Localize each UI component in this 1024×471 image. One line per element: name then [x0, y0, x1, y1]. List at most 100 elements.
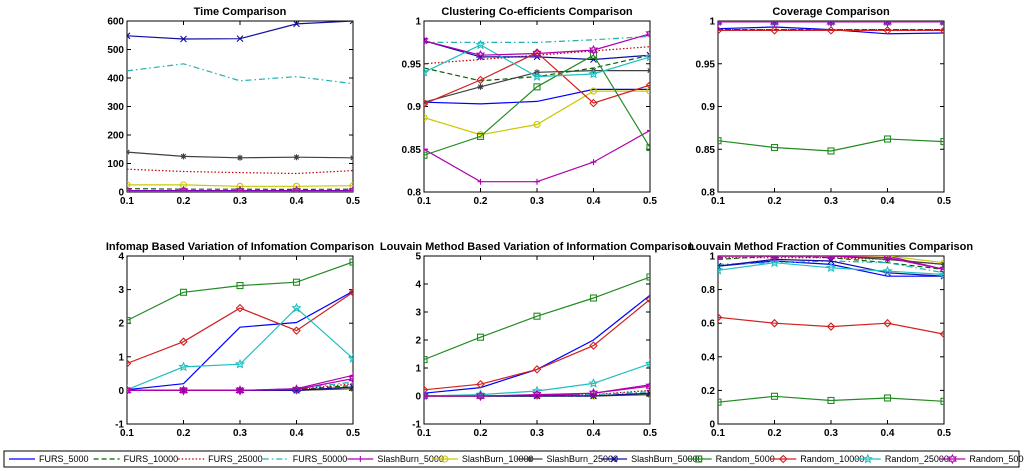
- y-tick-label: 0.85: [696, 145, 716, 156]
- data-point-Random_50000-marker: [475, 390, 486, 402]
- data-point-Random_50000-marker: [475, 50, 486, 61]
- data-point-SlashBurn_50000-marker: [590, 392, 597, 400]
- data-point-SlashBurn_5000-marker: [647, 127, 650, 134]
- legend-label: FURS_10000: [124, 454, 179, 464]
- data-point-Random_10000-marker: [476, 75, 485, 85]
- data-point-Random_50000-marker: [235, 185, 245, 192]
- panel-title: Infomap Based Variation of Infomation Co…: [106, 241, 375, 253]
- x-tick-label: 0.3: [233, 196, 247, 207]
- data-point-Random_10000-marker: [645, 80, 650, 90]
- data-point-Random_50000-marker: [645, 28, 650, 39]
- legend-marker-marker: [357, 456, 364, 462]
- data-point-Random_50000-marker: [645, 381, 650, 392]
- data-point-Random_50000-marker: [826, 256, 836, 262]
- data-point-SlashBurn_25000-marker: [350, 154, 353, 161]
- y-tick-label: 0: [118, 188, 124, 199]
- chart-panel-5: Louvain Method Based Variation of Inform…: [380, 241, 694, 439]
- y-tick-label: 0.8: [701, 188, 715, 199]
- data-point-Random_5000-marker: [827, 147, 835, 155]
- legend-marker-marker: [526, 456, 533, 462]
- series-line-Random_25000: [424, 44, 650, 78]
- x-tick-label: 0.5: [346, 428, 360, 439]
- data-point-Random_10000-marker: [589, 98, 598, 108]
- series-line-Random_50000: [424, 33, 650, 56]
- axes-box: [423, 20, 651, 193]
- data-point-Random_25000-marker: [644, 358, 650, 369]
- y-tick-label: 1: [709, 252, 715, 263]
- data-point-Random_10000-marker: [532, 365, 542, 374]
- data-point-Random_5000-marker: [292, 278, 301, 286]
- data-point-SlashBurn_25000-marker: [477, 83, 484, 90]
- legend-label: FURS_50000: [293, 454, 348, 464]
- x-tick-label: 0.4: [587, 196, 601, 207]
- axes-box: [717, 20, 945, 193]
- data-point-Random_10000-marker: [826, 26, 836, 35]
- data-point-Random_50000-marker: [588, 388, 599, 399]
- data-point-Random_5000-marker: [533, 312, 541, 320]
- data-point-Random_5000-marker: [940, 397, 944, 405]
- data-point-Random_50000-marker: [235, 385, 245, 396]
- x-tick-label: 0.5: [643, 196, 657, 207]
- data-point-Random_50000-marker: [532, 48, 542, 59]
- y-tick-label: 400: [107, 74, 124, 85]
- legend-item: Random_50000: [939, 453, 1024, 465]
- data-point-Random_50000-marker: [291, 185, 302, 192]
- data-point-Random_25000-marker: [718, 264, 724, 275]
- data-point-Random_5000-marker: [646, 273, 650, 281]
- panel-title: Coverage Comparison: [772, 6, 890, 18]
- series-line-FURS_25000: [127, 168, 353, 175]
- series-line-Random_25000: [718, 262, 944, 276]
- panel-title: Time Comparison: [194, 6, 287, 18]
- x-tick-label: 0.1: [120, 196, 134, 207]
- y-tick-label: 0.2: [701, 386, 715, 397]
- data-point-SlashBurn_10000-marker: [646, 87, 650, 95]
- data-point-Random_25000-marker: [291, 302, 302, 313]
- x-tick-label: 0.2: [177, 428, 191, 439]
- data-point-Random_25000-marker: [178, 361, 189, 372]
- x-tick-label: 0.1: [120, 428, 134, 439]
- y-tick-label: 3: [415, 308, 421, 319]
- data-point-Random_25000-marker: [644, 51, 650, 62]
- data-point-Random_25000-marker: [825, 262, 837, 273]
- plot-area: [127, 21, 353, 192]
- data-point-Random_50000-marker: [588, 44, 599, 56]
- y-tick-label: 2: [118, 319, 124, 330]
- series-line-Random_10000: [424, 51, 650, 105]
- data-point-Random_5000-marker: [424, 356, 428, 364]
- legend-label: SlashBurn_25000: [547, 454, 619, 464]
- data-point-Random_25000-marker: [475, 39, 486, 50]
- data-point-Random_50000-marker: [532, 389, 542, 400]
- y-tick-label: 0.8: [701, 285, 715, 296]
- series-line-Random_50000: [718, 256, 944, 270]
- data-point-Random_5000-marker: [883, 394, 892, 402]
- chart-panel-6: Louvain Method Fraction of Communities C…: [689, 241, 973, 439]
- series-line-FURS_5000: [424, 88, 650, 105]
- series-line-Random_10000: [718, 316, 944, 335]
- series-line-Random_5000: [424, 54, 650, 156]
- axes-box: [126, 255, 354, 425]
- x-tick-label: 0.2: [474, 196, 488, 207]
- y-tick-label: 3: [118, 285, 124, 296]
- data-point-Random_10000-marker: [292, 326, 301, 335]
- panel-title: Louvain Method Based Variation of Inform…: [380, 241, 694, 253]
- data-point-SlashBurn_25000-marker: [884, 256, 891, 263]
- y-tick-label: 300: [107, 102, 124, 113]
- data-point-Random_25000-marker: [770, 21, 779, 27]
- series-line-FURS_50000: [127, 63, 353, 85]
- y-tick-label: 4: [415, 280, 421, 291]
- x-tick-label: 0.2: [177, 196, 191, 207]
- series-line-Random_25000: [127, 307, 353, 391]
- data-point-Random_25000-marker: [882, 265, 893, 276]
- data-point-SlashBurn_10000-marker: [292, 182, 301, 190]
- legend-item: SlashBurn_50000: [601, 454, 703, 464]
- data-point-Random_10000-marker: [424, 99, 429, 109]
- series-line-Random_5000: [424, 276, 650, 361]
- legend-marker-marker: [695, 455, 703, 463]
- legend-label: FURS_5000: [39, 454, 89, 464]
- data-point-SlashBurn_50000-marker: [293, 21, 300, 28]
- data-point-SlashBurn_25000-marker: [647, 67, 650, 74]
- data-point-SlashBurn_10000-marker: [127, 181, 131, 189]
- data-point-Random_10000-marker: [235, 303, 245, 313]
- x-tick-label: 0.2: [768, 428, 782, 439]
